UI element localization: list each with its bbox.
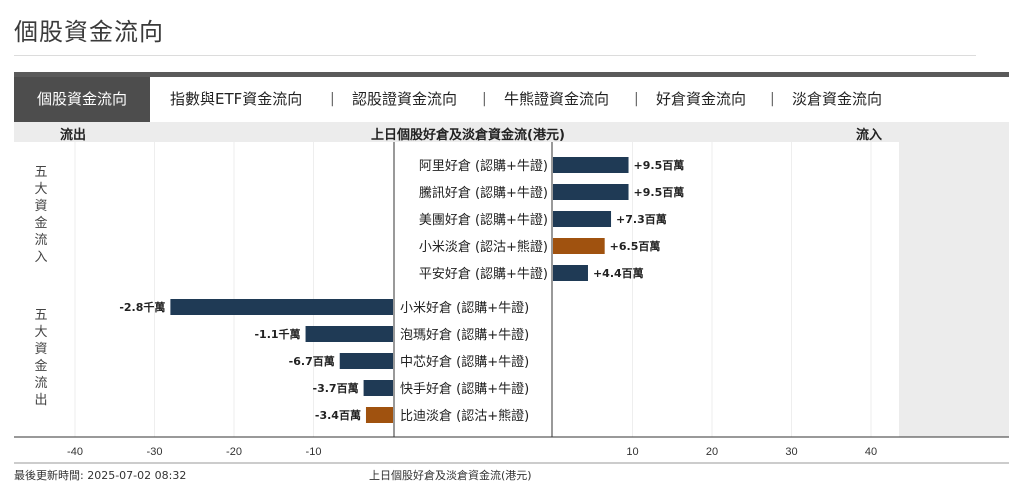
inflow-bar [553,238,605,254]
inflow-group-label-char: 五 [34,165,47,180]
chart-header: 流出 上日個股好倉及淡倉資金流(港元) 流入 [14,122,899,143]
chart-caption: 上日個股好倉及淡倉資金流(港元) [369,469,532,482]
outflow-group-label-char: 流 [34,376,47,391]
inflow-group-label-char: 金 [34,215,47,231]
inflow-group-label-char: 大 [34,182,47,197]
inflow-bar [553,265,588,281]
tab-separator: | [634,91,639,107]
outflow-group-label-char: 出 [34,393,47,408]
inflow-group-label-char: 流 [34,233,47,248]
outflow-category-label: 快手好倉 (認購+牛證) [400,381,529,397]
tab-cbbc-fund-flow[interactable]: 牛熊證資金流向 [504,90,610,108]
outflow-group-label-char: 資 [34,342,47,357]
tab-stock-fund-flow[interactable]: 個股資金流向 [14,77,150,122]
outflow-group-label-char: 大 [34,325,47,340]
outflow-category-label: 泡瑪好倉 (認購+牛證) [400,327,529,343]
outflow-value-label: -3.7百萬 [313,381,359,395]
outflow-bar [339,353,393,369]
tab-bar: 個股資金流向 指數與ETF資金流向 | 認股證資金流向 | 牛熊證資金流向 | … [14,72,1009,122]
outflow-value-label: -2.8千萬 [119,300,165,314]
x-tick-label: -30 [147,446,163,458]
inflow-value-label: +9.5百萬 [634,158,685,172]
outflow-category-label: 中芯好倉 (認購+牛證) [400,354,529,370]
outflow-bar [305,326,393,342]
tab-separator: | [482,91,487,107]
inflow-group-label-char: 入 [34,250,47,265]
x-tick-label: -20 [226,446,242,458]
tab-short-position-fund-flow[interactable]: 淡倉資金流向 [792,90,883,108]
x-tick-label: 10 [626,446,638,458]
inflow-value-label: +7.3百萬 [616,212,667,226]
tab-separator: | [770,91,775,107]
outflow-bar [365,407,393,423]
inflow-group-label-char: 資 [34,199,47,214]
x-tick-label: 30 [785,446,797,458]
outflow-header-label: 流出 [60,128,87,143]
last-update-time: 最後更新時間: 2025-07-02 08:32 [14,469,187,482]
outflow-category-label: 小米好倉 (認購+牛證) [400,300,529,316]
outflow-category-label: 比迪淡倉 (認沽+熊證) [400,408,529,424]
title-divider [14,55,976,56]
inflow-header-label: 流入 [856,128,883,143]
tab-separator: | [330,91,335,107]
inflow-value-label: +9.5百萬 [634,185,685,199]
outflow-group-label-char: 五 [34,308,47,323]
outflow-value-label: -6.7百萬 [289,354,335,368]
chart-header-title: 上日個股好倉及淡倉資金流(港元) [371,128,565,143]
tab-index-etf-fund-flow[interactable]: 指數與ETF資金流向 [170,90,303,108]
inflow-category-label: 阿里好倉 (認購+牛證) [419,158,548,174]
x-tick-label: -40 [67,446,83,458]
x-tick-label: 20 [706,446,718,458]
outflow-bar [363,380,393,396]
inflow-bar [553,211,612,227]
inflow-category-label: 小米淡倉 (認沽+熊證) [419,239,548,255]
inflow-bar [553,184,629,200]
inflow-value-label: +4.4百萬 [593,266,644,280]
tab-warrant-fund-flow[interactable]: 認股證資金流向 [352,90,458,108]
inflow-category-label: 平安好倉 (認購+牛證) [419,266,548,282]
x-tick-label: -10 [306,446,322,458]
outflow-value-label: -1.1千萬 [254,327,300,341]
inflow-category-label: 美團好倉 (認購+牛證) [419,212,548,228]
inflow-category-label: 騰訊好倉 (認購+牛證) [419,185,548,201]
chart-right-padding [899,122,1009,437]
inflow-bar [553,157,629,173]
outflow-group-label-char: 金 [34,358,47,374]
tab-long-position-fund-flow[interactable]: 好倉資金流向 [656,90,747,108]
page-title: 個股資金流向 [14,18,164,46]
inflow-value-label: +6.5百萬 [610,239,661,253]
outflow-bar [170,299,393,315]
x-tick-label: 40 [865,446,877,458]
outflow-value-label: -3.4百萬 [315,408,361,422]
